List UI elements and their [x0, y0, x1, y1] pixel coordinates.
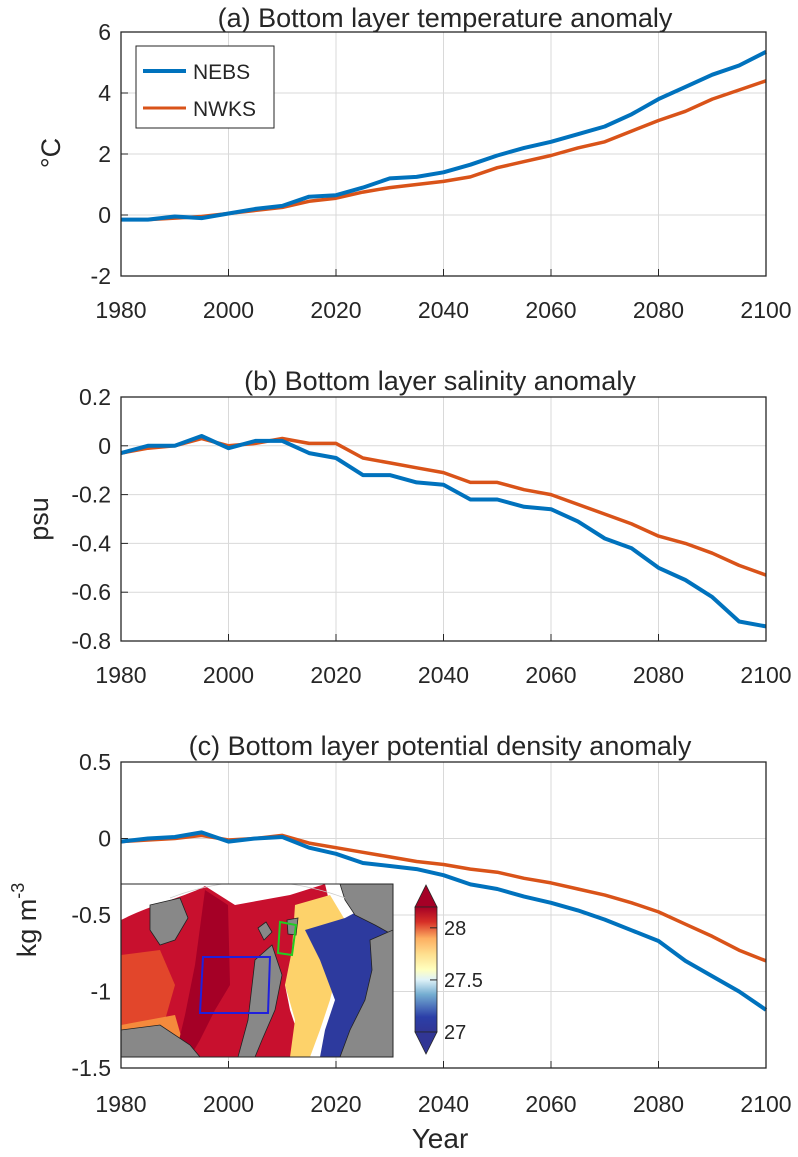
panel-a-ytick-label: 0 [98, 202, 111, 228]
panel-b-xtick-label: 2060 [525, 662, 576, 688]
colorbar-bottom-arrow [414, 1031, 438, 1055]
panel-c-y-ticks: 0.5 0 -0.5 -1 -1.5 [71, 749, 128, 1081]
panel-b-ytick-label: 0.2 [79, 384, 111, 410]
panel-a-x-ticks: 1980 2000 2020 2040 2060 2080 2100 [95, 269, 792, 323]
panel-c-title: (c) Bottom layer potential density anoma… [189, 731, 692, 761]
panel-b-xtick-label: 2080 [633, 662, 684, 688]
inset-map-land-sw [121, 1024, 201, 1057]
panel-c-xtick-label: 2080 [633, 1091, 684, 1117]
panel-b-xtick-label: 2040 [418, 662, 469, 688]
legend-label-nwks: NWKS [193, 98, 256, 121]
panel-b-title: (b) Bottom layer salinity anomaly [244, 366, 636, 396]
panel-a-xtick-label: 1980 [95, 297, 146, 323]
panel-b-lines [120, 434, 767, 629]
panel-c-ytick-label: 0 [98, 826, 111, 852]
inset-map-shelf-red [121, 950, 175, 1030]
panel-a-xtick-label: 2080 [633, 297, 684, 323]
panel-b-x-ticks: 1980 2000 2020 2040 2060 2080 2100 [95, 634, 792, 688]
legend-box [135, 45, 275, 129]
inset-map-land-e [339, 929, 393, 1057]
legend-label-nebs: NEBS [193, 61, 250, 84]
panel-c-xtick-label: 2020 [310, 1091, 361, 1117]
colorbar-top-arrow [414, 884, 438, 908]
panel-b-xtick-label: 2020 [310, 662, 361, 688]
panel-a: (a) Bottom layer temperature anomaly 6 4 2… [36, 3, 792, 323]
panel-b-xtick-label: 2000 [203, 662, 254, 688]
inset-map-island-w [149, 897, 189, 946]
panel-c-xtick-label: 1980 [95, 1091, 146, 1117]
colorbar-tick-label: 27 [444, 1022, 466, 1044]
panel-c-ytick-label: -1 [91, 979, 111, 1005]
panel-a-xtick-label: 2000 [203, 297, 254, 323]
panel-a-xtick-label: 2060 [525, 297, 576, 323]
inset-map-nebs-box [198, 956, 272, 1014]
panel-a-ytick-label: -2 [91, 263, 111, 289]
panel-a-xtick-label: 2100 [740, 297, 791, 323]
colorbar-tick-label: 28 [444, 918, 466, 940]
panel-c-ylabel: kg m-3 [8, 883, 42, 958]
panel-c-ytick-label: -0.5 [71, 902, 111, 928]
legend: NEBS NWKS [135, 45, 275, 129]
panel-c-xtick-label: 2040 [418, 1091, 469, 1117]
panel-a-title: (a) Bottom layer temperature anomaly [218, 3, 673, 33]
colorbar-tick-label: 27.5 [444, 970, 483, 992]
panel-c-ytick-label: -1.5 [71, 1055, 111, 1081]
panel-a-ytick-label: 6 [98, 19, 111, 45]
colorbar-ticks: 28 27.5 27 [430, 918, 483, 1044]
colorbar: 28 27.5 27 [414, 884, 483, 1055]
panel-b-ytick-label: -0.8 [71, 628, 111, 654]
panel-a-lines [120, 50, 767, 222]
panel-c: (c) Bottom layer potential density anoma… [8, 731, 792, 1117]
panel-b-ytick-label: -0.4 [71, 530, 111, 556]
x-axis-label: Year [412, 1123, 469, 1154]
panel-a-xtick-label: 2040 [418, 297, 469, 323]
panel-b-grid [121, 397, 766, 641]
panel-a-ytick-label: 4 [98, 80, 111, 106]
colorbar-bar [414, 906, 438, 1033]
inset-map-nwks-box [276, 920, 298, 957]
panel-c-axes-box [120, 761, 767, 1069]
panel-b-ytick-label: 0 [98, 433, 111, 459]
inset-map-graticule [169, 884, 346, 899]
panel-c-xtick-label: 2100 [740, 1091, 791, 1117]
panel-c-xtick-label: 2000 [203, 1091, 254, 1117]
inset-map-island-small [257, 921, 273, 941]
panel-a-axes-box [120, 31, 767, 277]
panel-c-lines [120, 830, 768, 1012]
panel-b-ytick-label: -0.6 [71, 579, 111, 605]
inset-map-land-ne [339, 884, 393, 936]
panel-b-ytick-label: -0.2 [71, 482, 111, 508]
panel-b-xtick-label: 2100 [740, 662, 791, 688]
panel-c-x-ticks: 1980 2000 2020 2040 2060 2080 2100 [95, 1061, 792, 1117]
panel-b-y-ticks: 0.2 0 -0.2 -0.4 -0.6 -0.8 [71, 384, 128, 654]
inset-map-land-peninsula [237, 944, 283, 1057]
panel-c-ytick-label: 0.5 [79, 749, 111, 775]
panel-b-axes-box [120, 396, 767, 642]
panel-b: (b) Bottom layer salinity anomaly 0.2 0 -0… [24, 366, 792, 688]
inset-map [120, 883, 394, 1058]
panel-b-xtick-label: 1980 [95, 662, 146, 688]
panel-b-ylabel: psu [24, 497, 54, 541]
panel-a-ylabel: °C [36, 138, 66, 168]
panel-a-y-ticks: 6 4 2 0 -2 [91, 19, 128, 289]
panel-a-xtick-label: 2020 [310, 297, 361, 323]
panel-a-ytick-label: 2 [98, 141, 111, 167]
panel-c-xtick-label: 2060 [525, 1091, 576, 1117]
